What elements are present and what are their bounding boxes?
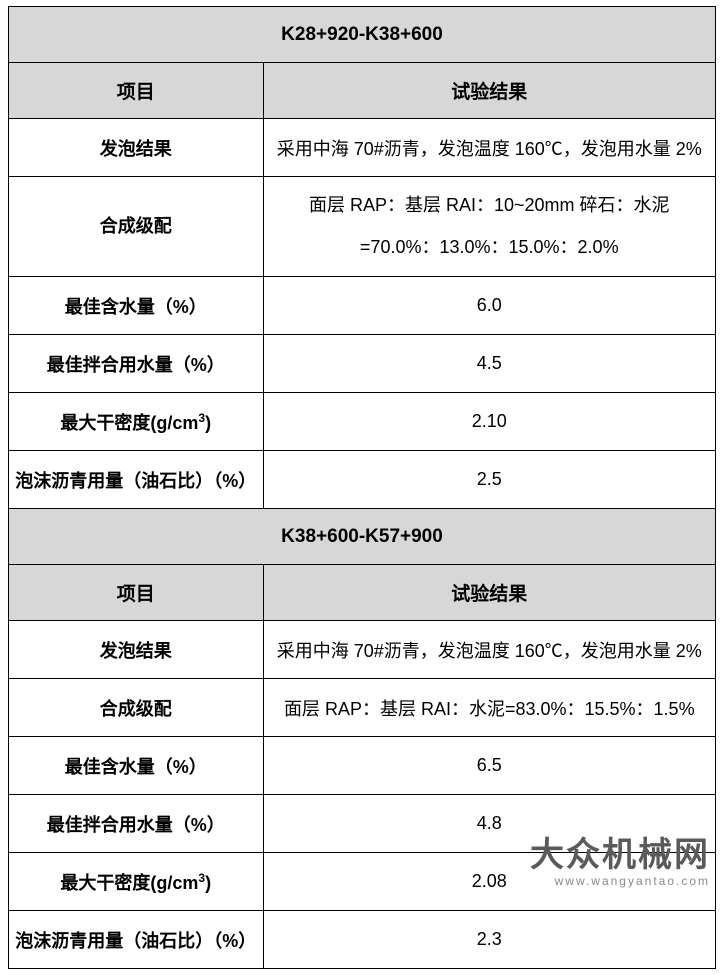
row-label: 合成级配 [9, 679, 264, 737]
column-header-result: 试验结果 [263, 565, 715, 621]
data-table: K28+920-K38+600项目试验结果发泡结果采用中海 70#沥青，发泡温度… [8, 6, 716, 969]
row-value: 面层 RAP：基层 RAI：10~20mm 碎石：水泥=70.0%：13.0%：… [263, 177, 715, 277]
column-header-item: 项目 [9, 565, 264, 621]
row-label: 最佳含水量（%） [9, 277, 264, 335]
row-label: 最佳拌合用水量（%） [9, 335, 264, 393]
column-header-result: 试验结果 [263, 63, 715, 119]
row-value: 2.10 [263, 393, 715, 451]
row-label: 发泡结果 [9, 119, 264, 177]
row-value: 6.0 [263, 277, 715, 335]
section-title: K38+600-K57+900 [9, 509, 716, 565]
row-label: 发泡结果 [9, 621, 264, 679]
row-value: 2.5 [263, 451, 715, 509]
row-value: 4.5 [263, 335, 715, 393]
row-value: 采用中海 70#沥青，发泡温度 160℃，发泡用水量 2% [263, 119, 715, 177]
row-value: 2.3 [263, 911, 715, 969]
row-value: 2.08 [263, 853, 715, 911]
row-value: 面层 RAP：基层 RAI：水泥=83.0%：15.5%：1.5% [263, 679, 715, 737]
row-label: 合成级配 [9, 177, 264, 277]
row-label: 最大干密度(g/cm3) [9, 853, 264, 911]
row-label: 最大干密度(g/cm3) [9, 393, 264, 451]
row-value: 4.8 [263, 795, 715, 853]
row-label: 最佳含水量（%） [9, 737, 264, 795]
row-label: 最佳拌合用水量（%） [9, 795, 264, 853]
row-value: 采用中海 70#沥青，发泡温度 160℃，发泡用水量 2% [263, 621, 715, 679]
column-header-item: 项目 [9, 63, 264, 119]
row-label: 泡沫沥青用量（油石比）（%） [9, 451, 264, 509]
section-title: K28+920-K38+600 [9, 7, 716, 63]
row-label: 泡沫沥青用量（油石比）（%） [9, 911, 264, 969]
row-value: 6.5 [263, 737, 715, 795]
